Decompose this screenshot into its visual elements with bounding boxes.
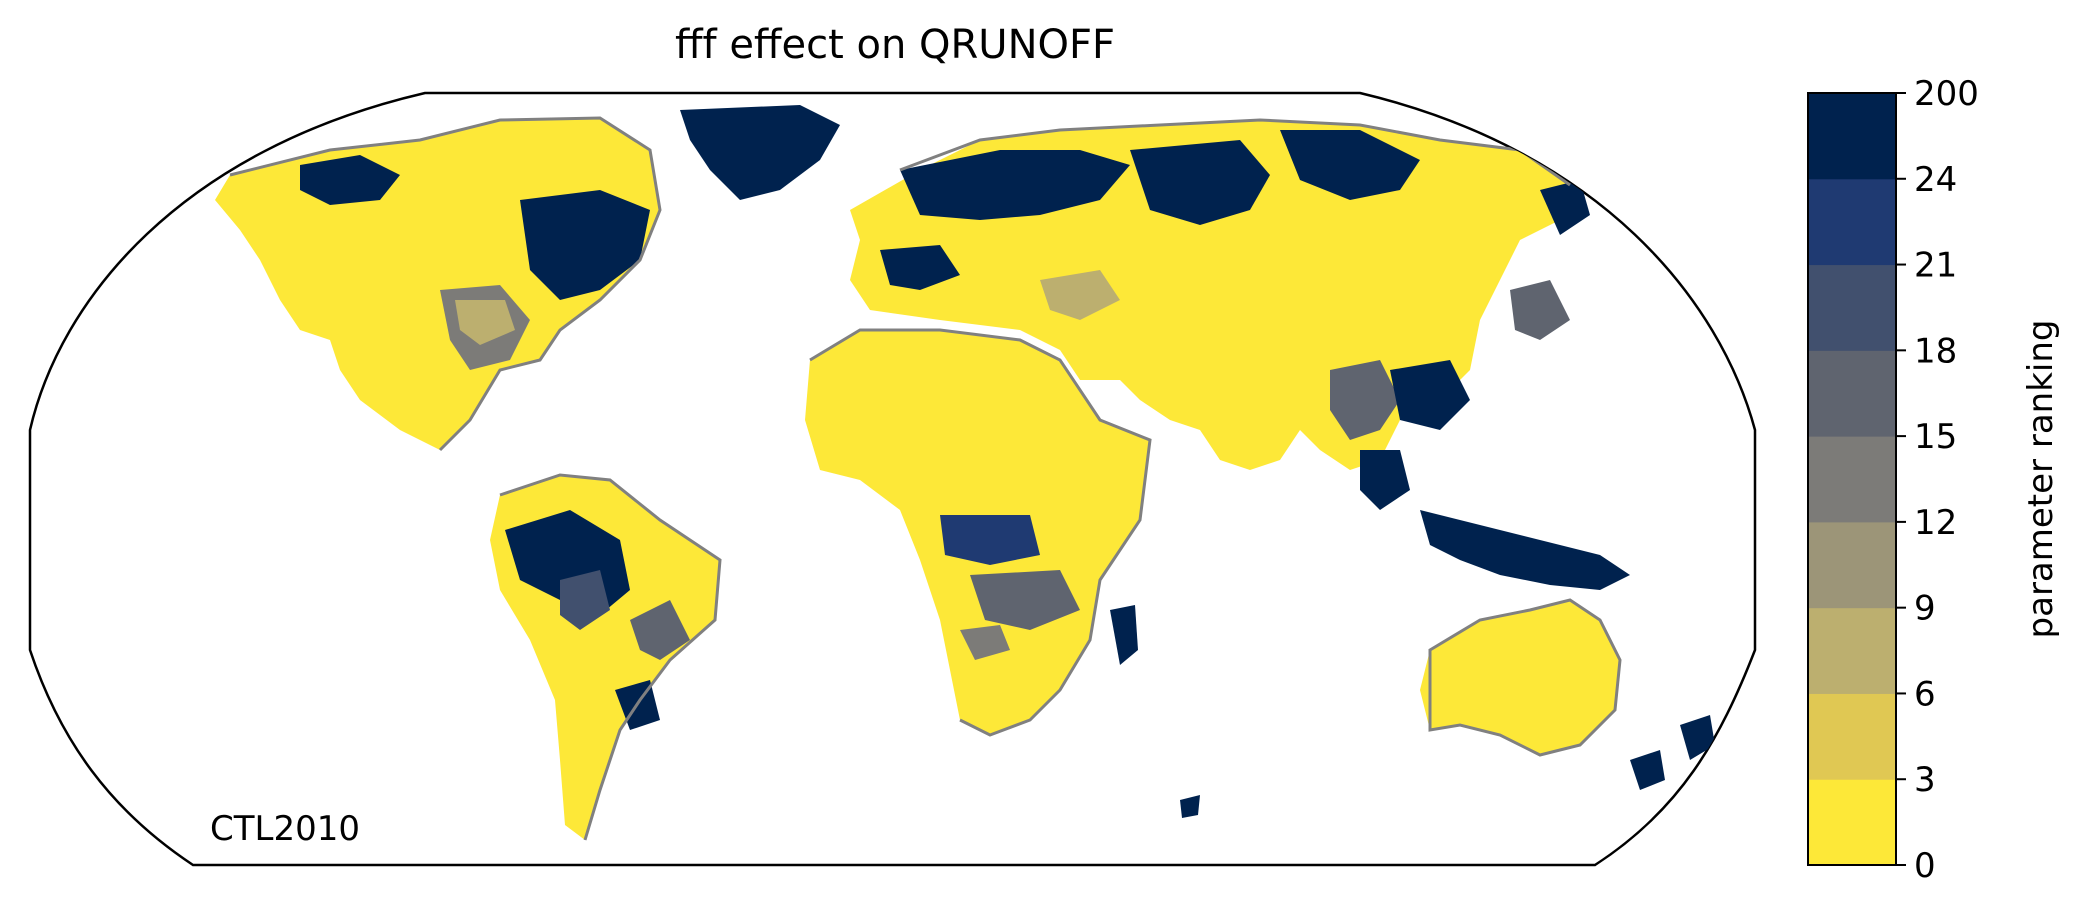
colorbar-tick-label: 3: [1914, 760, 1936, 800]
colorbar-tick-label: 24: [1914, 160, 1957, 200]
colorbar-bin: [1808, 264, 1896, 351]
case-label: CTL2010: [210, 809, 360, 849]
colorbar-bin: [1808, 93, 1896, 180]
colorbar-tick-label: 0: [1914, 846, 1936, 886]
colorbar: 0 3 6 9 12 15 18 21 24 200 parameter ranking: [1807, 74, 2061, 886]
colorbar-tick-label: 6: [1914, 674, 1936, 714]
coastlines: [229, 116, 1622, 841]
colorbar-tick-label: 200: [1914, 74, 1979, 114]
map-title: fff effect on QRUNOFF: [674, 22, 1116, 68]
colorbar-bin: [1808, 350, 1896, 437]
greenland-land: [680, 105, 840, 200]
colorbar-ticks: 0 3 6 9 12 15 18 21 24 200: [1896, 74, 1979, 886]
colorbar-tick-label: 12: [1914, 503, 1957, 543]
colorbar-tick-label: 9: [1914, 589, 1936, 629]
colorbar-bin: [1808, 693, 1896, 780]
colorbar-bin: [1808, 178, 1896, 266]
colorbar-bin: [1808, 521, 1896, 609]
ranking-patches: [300, 130, 1715, 818]
colorbar-bins: [1808, 93, 1896, 866]
colorbar-tick-label: 21: [1914, 246, 1957, 286]
colorbar-bin: [1808, 779, 1896, 866]
colorbar-bin: [1808, 436, 1896, 523]
colorbar-tick-label: 18: [1914, 331, 1957, 371]
colorbar-frame: [1807, 92, 1897, 866]
colorbar-bin: [1808, 607, 1896, 694]
land-layer: [215, 105, 1715, 841]
colorbar-tick-label: 15: [1914, 417, 1957, 457]
australia-land: [1420, 600, 1620, 755]
se-asia-islands-land: [1420, 510, 1630, 590]
colorbar-label: parameter ranking: [2021, 320, 2061, 639]
